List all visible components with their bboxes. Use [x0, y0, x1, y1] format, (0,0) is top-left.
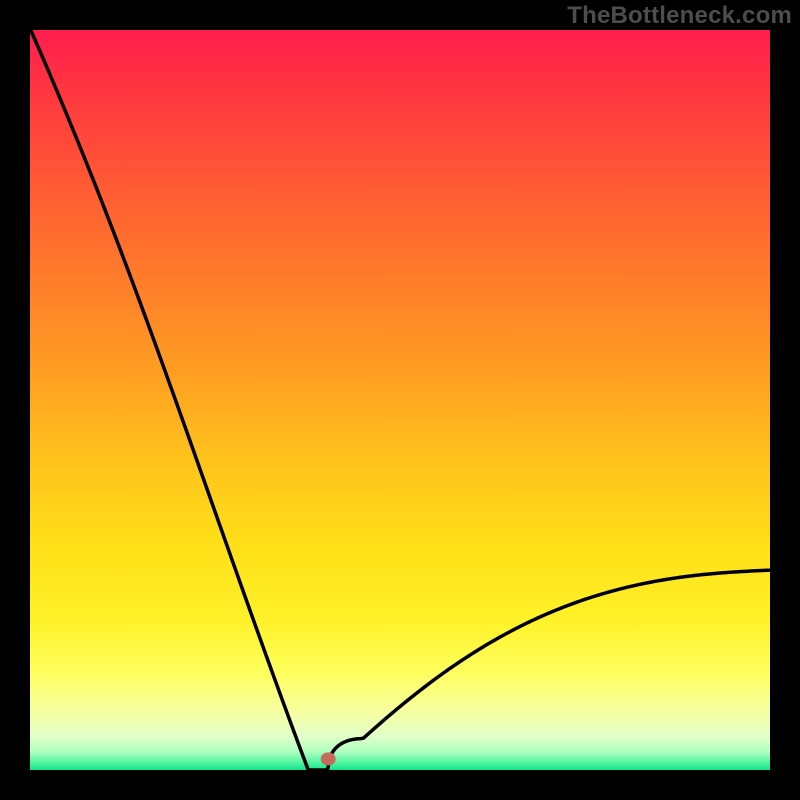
- bottleneck-chart: [0, 0, 800, 800]
- cusp-marker: [321, 753, 335, 765]
- plot-background: [30, 30, 770, 770]
- watermark-text: TheBottleneck.com: [567, 2, 792, 30]
- chart-container: TheBottleneck.com: [0, 0, 800, 800]
